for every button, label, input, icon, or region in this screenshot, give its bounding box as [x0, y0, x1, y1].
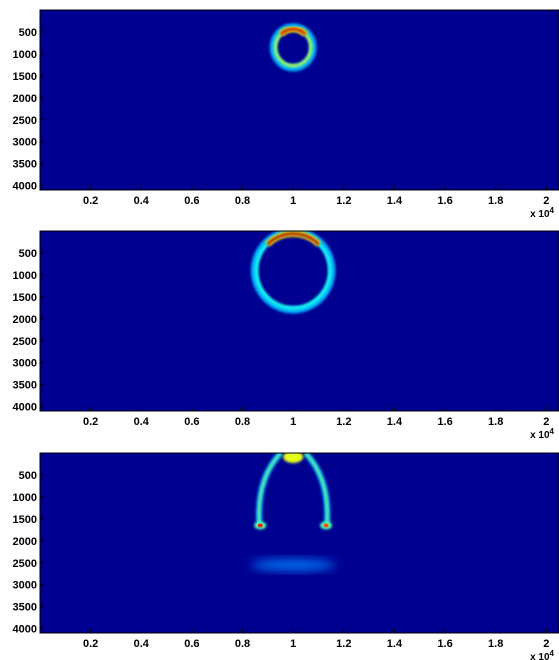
- y-tick-label: 3000: [13, 358, 37, 370]
- y-tick-label: 500: [19, 27, 37, 39]
- y-tick-label: 500: [19, 248, 37, 260]
- y-tick-label: 2500: [13, 115, 37, 127]
- x-tick-label: 1.8: [488, 195, 503, 207]
- y-tick-label: 1500: [13, 514, 37, 526]
- x-tick-label: 1.8: [488, 416, 503, 428]
- heatmap-features: [251, 453, 336, 570]
- y-tick-label: 2500: [13, 336, 37, 348]
- y-tick-label: 4000: [13, 624, 37, 636]
- bottom-heatmap-panel: 500 1000 1500 2000 2500 3000 3500 4000 0.2 0.4 0.6…: [0, 443, 559, 660]
- x-tick-label: 0.2: [83, 195, 98, 207]
- plot-frame: [39, 9, 559, 191]
- top-heatmap-panel: 500 1000 1500 2000 2500 3000 3500 4000 0.2 0.4 0.6…: [0, 0, 559, 220]
- y-tick-label: 3000: [13, 137, 37, 149]
- plot-background: [40, 10, 559, 190]
- x-tick-label: 1.4: [387, 416, 403, 428]
- x-tick-label: 1.4: [387, 638, 403, 650]
- x-tick-label: 2: [543, 195, 549, 207]
- heatmap-features: [269, 23, 317, 72]
- hot-spot: [323, 523, 329, 528]
- x-tick-label: 0.6: [184, 638, 199, 650]
- y-tick-label: 1500: [13, 292, 37, 304]
- x-tick-label: 1.2: [336, 416, 351, 428]
- y-tick-label: 2000: [13, 536, 37, 548]
- bottom-heatmap: 500 1000 1500 2000 2500 3000 3500 4000 0.2 0.4 0.6…: [13, 452, 559, 660]
- y-tick-label: 4000: [13, 181, 37, 193]
- y-tick-label: 1000: [13, 270, 37, 282]
- x-tick-label: 1.4: [387, 195, 403, 207]
- x-tick-label: 0.2: [83, 416, 98, 428]
- x-tick-label: 0.2: [83, 638, 98, 650]
- y-tick-label: 2000: [13, 314, 37, 326]
- x-tick-label: 0.6: [184, 416, 199, 428]
- y-tick-label: 1000: [13, 49, 37, 61]
- x-tick-label: 0.4: [134, 416, 150, 428]
- y-tick-label: 500: [19, 470, 37, 482]
- faint-band: [251, 559, 336, 570]
- x-axis-multiplier: x 104: [530, 206, 554, 220]
- x-axis-multiplier-exponent: 4: [550, 206, 555, 215]
- y-tick-label: 1500: [13, 71, 37, 83]
- arc-top-core: [279, 27, 307, 36]
- x-tick-label: 1: [290, 638, 296, 650]
- plot-background: [40, 453, 559, 633]
- x-tick-label: 1.6: [437, 416, 452, 428]
- x-axis-multiplier-exponent: 4: [550, 427, 555, 436]
- y-tick-label: 2500: [13, 558, 37, 570]
- x-tick-label: 0.4: [134, 195, 150, 207]
- x-tick-label: 1.6: [437, 195, 452, 207]
- arc-right: [304, 453, 329, 526]
- plot-frame: [39, 452, 559, 634]
- arc-left: [258, 453, 282, 526]
- x-tick-label: 1.2: [336, 638, 351, 650]
- x-tick-label: 1.2: [336, 195, 351, 207]
- x-tick-label: 1.8: [488, 638, 503, 650]
- y-tick-label: 4000: [13, 402, 37, 414]
- x-tick-label: 0.8: [235, 638, 250, 650]
- top-heatmap: 500 1000 1500 2000 2500 3000 3500 4000 0.2 0.4 0.6…: [13, 9, 559, 220]
- x-tick-label: 0.6: [184, 195, 199, 207]
- x-axis-multiplier-exponent: 4: [550, 649, 555, 658]
- x-tick-label: 0.4: [134, 638, 150, 650]
- x-tick-label: 1.6: [437, 638, 452, 650]
- arc-top-core: [266, 232, 320, 246]
- y-tick-label: 1000: [13, 492, 37, 504]
- y-tick-label: 3500: [13, 380, 37, 392]
- hot-spot: [257, 523, 263, 528]
- top-cap: [283, 453, 304, 463]
- x-tick-label: 1: [290, 416, 296, 428]
- plot-background: [40, 231, 559, 411]
- plot-frame: [39, 230, 559, 412]
- x-axis-multiplier: x 104: [530, 427, 554, 441]
- x-tick-label: 2: [543, 638, 549, 650]
- y-tick-label: 3500: [13, 159, 37, 171]
- y-tick-label: 3500: [13, 602, 37, 614]
- x-tick-label: 1: [290, 195, 296, 207]
- x-tick-label: 0.8: [235, 195, 250, 207]
- middle-heatmap: 500 1000 1500 2000 2500 3000 3500 4000 0.2 0.4 0.6…: [13, 230, 559, 441]
- y-tick-label: 3000: [13, 580, 37, 592]
- x-tick-label: 2: [543, 416, 549, 428]
- y-tick-label: 2000: [13, 93, 37, 105]
- x-tick-label: 0.8: [235, 416, 250, 428]
- x-axis-multiplier: x 104: [530, 649, 554, 660]
- middle-heatmap-panel: 500 1000 1500 2000 2500 3000 3500 4000 0.2 0.4 0.6…: [0, 221, 559, 441]
